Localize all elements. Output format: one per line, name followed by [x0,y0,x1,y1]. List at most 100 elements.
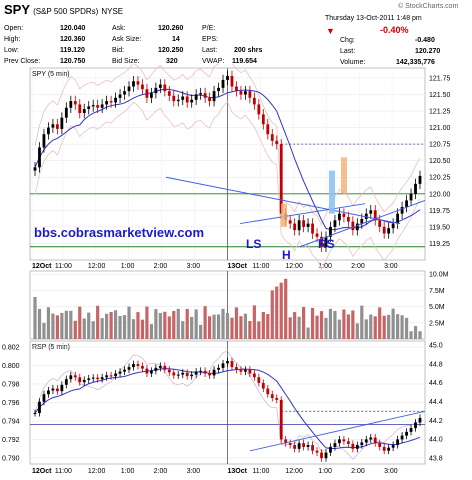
rsp-x-tick: 2:00 [154,468,168,475]
volume-bar [248,321,252,339]
rsp-left-tick: 0.802 [2,345,20,352]
rsp-candle-body [199,370,203,372]
rsp-candle-body [257,377,261,383]
volume-bar [64,310,68,339]
rsp-candle-body [235,367,238,370]
rsp-candle-body [203,370,207,374]
volume-bar [396,314,400,339]
volume-bar [342,309,346,339]
volume-bar [145,306,149,339]
change-percent: -0.40% [380,25,409,35]
candle-body [297,220,301,231]
volume-bar [172,310,176,339]
candle-body [405,200,408,208]
rsp-x-tick: 13Oct [228,468,248,475]
symbol-title: SPY (S&P 500 SPDRs) NYSE [4,2,123,17]
rsp-candle-body [261,382,265,389]
chart-canvas: SPY (5 min) 121.75 121.50 121.25 121.00 120.7… [2,64,451,475]
rsp-candle-body [387,447,391,451]
ask-value: 120.260 [158,25,184,32]
volume-bar [55,315,59,339]
volume-bar [158,313,162,339]
rsp-candle-body [212,369,216,376]
candle-body [270,134,274,141]
rsp-x-tick: 11:00 [252,468,269,475]
price-y-tick: 121.75 [429,75,451,82]
candle-body [414,183,417,194]
rsp-left-tick: 0.792 [2,437,20,444]
rsp-candle-body [351,443,355,449]
symbol: SPY [4,2,31,17]
candle-body [346,216,350,222]
volume-bar [149,324,153,339]
last-trade-value: 200 shrs [234,47,263,54]
rsp-candle-body [149,370,153,374]
eps-label: EPS: [202,36,218,43]
volume-bar [37,308,42,339]
candle-body [391,223,395,229]
volume-bar [105,313,109,339]
rsp-candle-body [64,379,68,385]
rsp-right-tick: 44.6 [429,380,443,387]
rsp-candle-body [324,452,328,459]
candle-body [172,95,176,102]
volume-bar [328,308,333,339]
volume-bar [369,314,373,339]
volume-bar [51,313,55,339]
rsp-candle-body [172,372,176,376]
volume-bar [257,321,261,339]
rsp-candle-body [405,431,408,436]
volume-bar [293,312,297,339]
bid-size-label: Bid Size: [112,58,140,65]
candle-body [212,91,216,102]
rsp-candle-body [100,377,104,380]
source-credit[interactable]: © StockCharts.com [398,3,459,10]
candle-body [266,124,270,135]
rsp-left-tick: 0.800 [2,363,20,370]
candle-body [400,207,404,214]
rsp-candle-body [158,365,162,368]
candle-body [279,144,283,214]
last-label: Last: [340,48,356,55]
rsp-candle-body [33,413,37,415]
shoulder-marker-orange-2 [341,157,347,194]
candle-body [360,218,364,224]
candle-body [320,236,323,247]
price-pane-title: SPY (5 min) [32,71,70,78]
candle-body [64,107,68,118]
rsp-candle-body [230,361,234,368]
rsp-left-tick: 0.798 [2,382,20,389]
candle-body [252,97,256,105]
rsp-moving-average [34,368,421,449]
volume-bar [100,318,104,339]
candle-body [185,96,189,103]
candle-body [293,223,297,231]
volume-bar [418,331,422,339]
rsp-band-line [34,350,421,460]
volume-bar [355,323,359,339]
rsp-candle-body [418,417,422,423]
price-pane: SPY (5 min) 121.75 121.50 121.25 121.00 120.7… [29,64,451,271]
price-y-tick: 121.25 [429,109,451,116]
volume-bar [275,286,279,339]
volume-bar [360,305,364,339]
shoulder-marker-blue [329,170,335,214]
volume-bar [185,308,189,339]
rsp-candle-body [414,422,417,429]
candle-body [47,127,50,135]
rsp-candle-body [154,367,158,371]
volume-bar [266,314,270,339]
volume-pane: 10.0M 7.5M 5.0M 2.5M [29,270,449,340]
volume-bar [364,319,368,339]
candle-body [167,91,171,96]
volume-bar [82,318,86,339]
volume-bar [33,296,37,339]
candle-body [132,81,135,87]
volume-bar [113,310,118,339]
candle-body [315,233,319,237]
candle-body [105,101,109,105]
rsp-pane-title: RSP (5 min) [32,344,70,351]
rsp-candle-body [409,428,413,432]
rsp-right-tick: 44.8 [429,361,443,368]
candle-body [261,114,265,125]
